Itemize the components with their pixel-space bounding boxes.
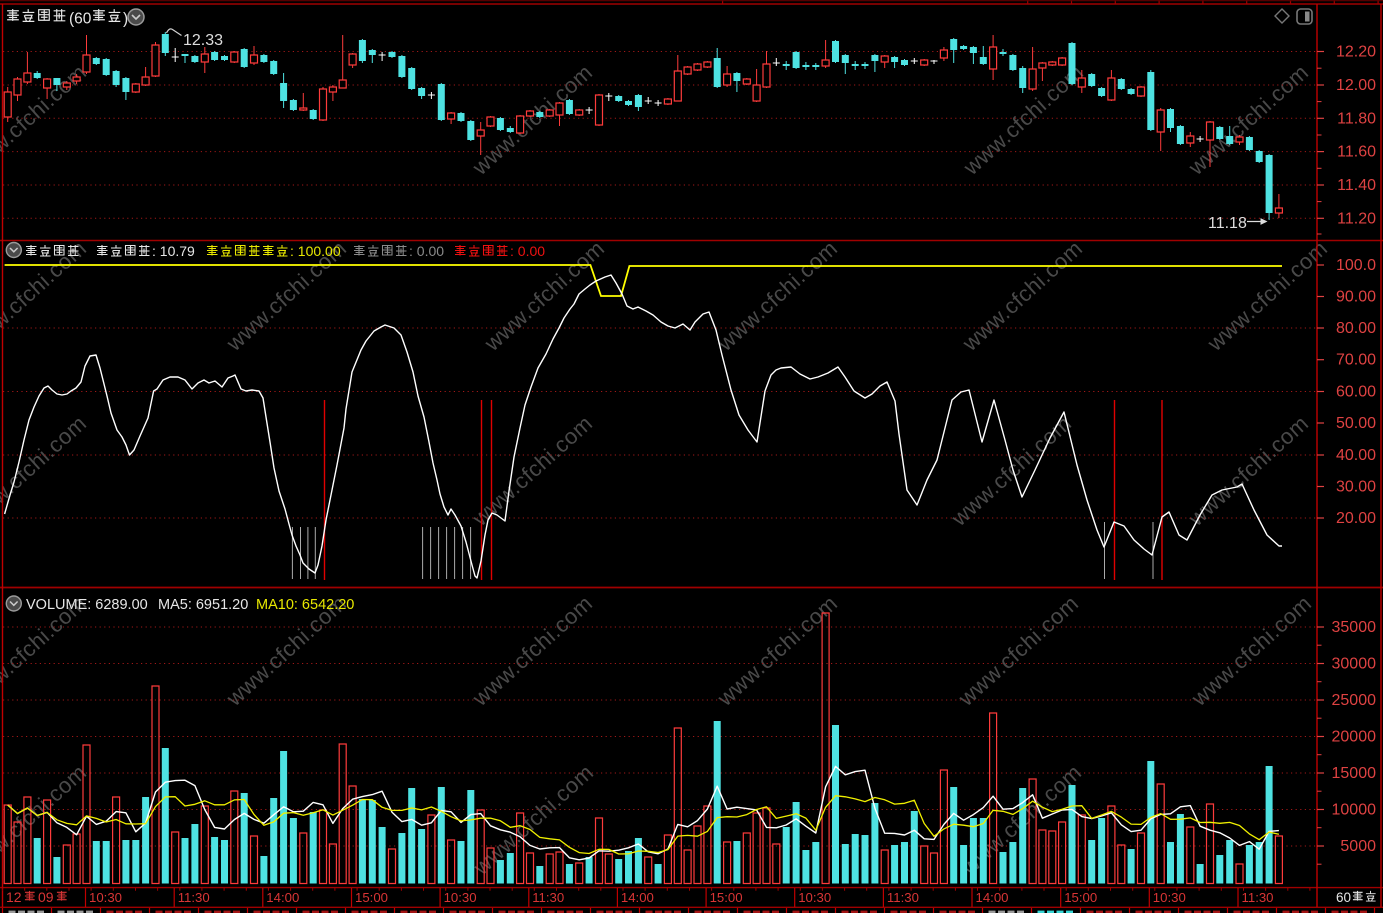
svg-text:100.0: 100.0 (1336, 257, 1376, 274)
svg-text:11.18: 11.18 (1208, 215, 1247, 232)
svg-text:12.00: 12.00 (1336, 77, 1376, 94)
svg-text:: 0.00: : 0.00 (409, 243, 444, 259)
svg-text:15000: 15000 (1332, 765, 1377, 782)
svg-text:25000: 25000 (1332, 692, 1377, 709)
svg-text:12.33: 12.33 (183, 32, 223, 49)
svg-text:60: 60 (1336, 890, 1351, 905)
svg-text:14:00: 14:00 (621, 890, 654, 905)
svg-text:80.00: 80.00 (1336, 320, 1376, 337)
svg-text:20000: 20000 (1332, 729, 1377, 746)
svg-text:: 10.79: : 10.79 (152, 243, 195, 259)
svg-text:MA5: 6951.20: MA5: 6951.20 (158, 597, 248, 613)
svg-text:): ) (123, 11, 128, 28)
svg-text:15:00: 15:00 (355, 890, 388, 905)
svg-text:11.40: 11.40 (1337, 177, 1376, 194)
svg-text:11:30: 11:30 (532, 890, 564, 905)
svg-text:35000: 35000 (1332, 619, 1377, 636)
svg-text:15:00: 15:00 (1064, 890, 1097, 905)
svg-text:50.00: 50.00 (1336, 415, 1376, 432)
svg-text:90.00: 90.00 (1336, 289, 1376, 306)
svg-text:40.00: 40.00 (1336, 447, 1376, 464)
svg-text:11.20: 11.20 (1337, 210, 1376, 227)
svg-text:: 0.00: : 0.00 (510, 243, 545, 259)
svg-text:09: 09 (38, 889, 54, 905)
svg-text:11.60: 11.60 (1337, 144, 1376, 161)
svg-text:(60: (60 (69, 11, 92, 28)
svg-text:11.80: 11.80 (1337, 110, 1376, 127)
svg-text:11:30: 11:30 (887, 890, 919, 905)
svg-text:: 100.00: : 100.00 (290, 243, 341, 259)
svg-text:20.00: 20.00 (1336, 510, 1376, 527)
svg-text:70.00: 70.00 (1336, 352, 1376, 369)
svg-text:12: 12 (6, 889, 22, 905)
svg-text:10:30: 10:30 (798, 890, 831, 905)
svg-text:10000: 10000 (1332, 802, 1377, 819)
svg-text:VOLUME: 6289.00: VOLUME: 6289.00 (26, 597, 148, 613)
svg-text:15:00: 15:00 (710, 890, 743, 905)
svg-text:14:00: 14:00 (976, 890, 1009, 905)
svg-text:60.00: 60.00 (1336, 384, 1376, 401)
svg-text:30000: 30000 (1332, 656, 1377, 673)
svg-text:12.20: 12.20 (1336, 44, 1376, 61)
svg-text:11:30: 11:30 (1242, 890, 1274, 905)
svg-text:5000: 5000 (1340, 838, 1376, 855)
svg-text:11:30: 11:30 (178, 890, 210, 905)
svg-text:10:30: 10:30 (444, 890, 477, 905)
svg-text:10:30: 10:30 (1153, 890, 1186, 905)
svg-text:14:00: 14:00 (266, 890, 299, 905)
svg-text:30.00: 30.00 (1336, 479, 1376, 496)
svg-text:10:30: 10:30 (89, 890, 122, 905)
svg-text:MA10: 6542.20: MA10: 6542.20 (256, 597, 354, 613)
